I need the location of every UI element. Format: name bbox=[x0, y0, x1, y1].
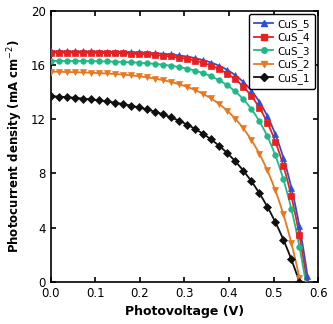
Y-axis label: Photocurrent density (mA cm$^{-2}$): Photocurrent density (mA cm$^{-2}$) bbox=[6, 40, 25, 253]
X-axis label: Photovoltage (V): Photovoltage (V) bbox=[125, 306, 244, 318]
Legend: CuS_5, CuS_4, CuS_3, CuS_2, CuS_1: CuS_5, CuS_4, CuS_3, CuS_2, CuS_1 bbox=[249, 14, 315, 89]
